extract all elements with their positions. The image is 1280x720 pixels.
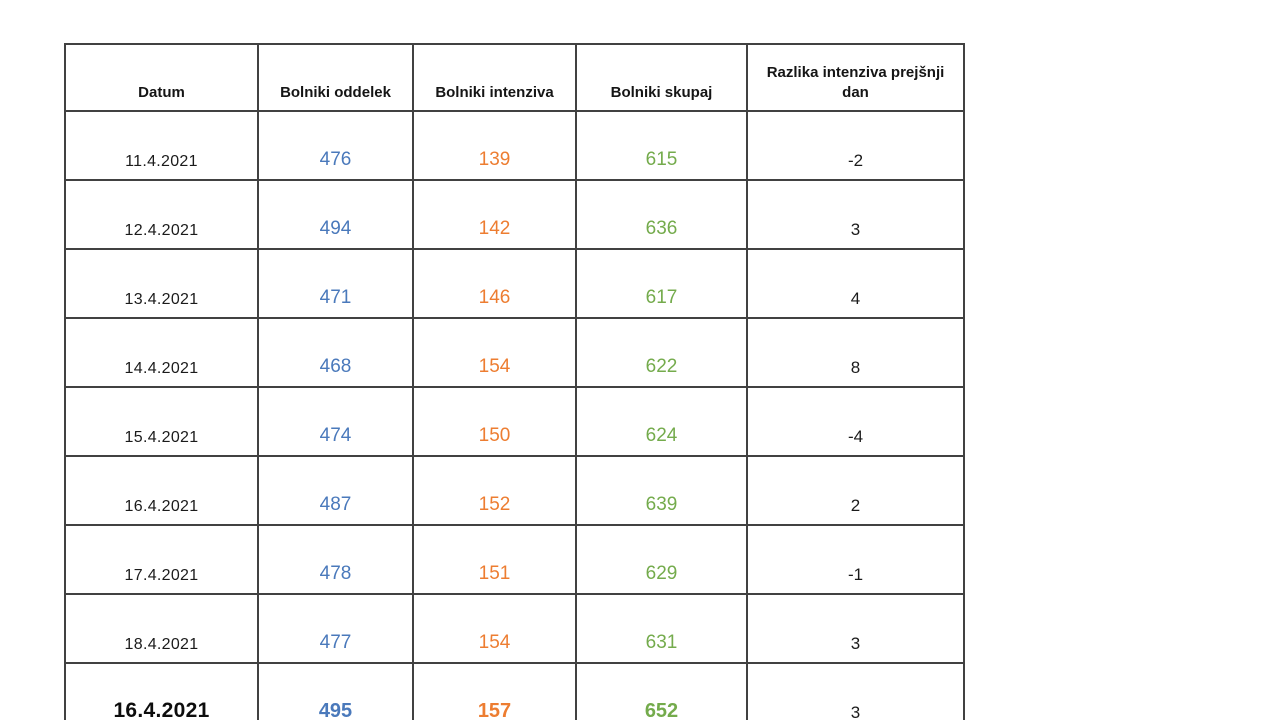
date-cell: 12.4.2021: [64, 179, 259, 250]
date-cell: 18.4.2021: [64, 593, 259, 664]
total-count-cell: 636: [575, 179, 748, 250]
table-row: 18.4.2021 477 154 631 3: [64, 593, 965, 664]
total-count-cell: 622: [575, 317, 748, 388]
icu-diff-cell: 3: [746, 179, 965, 250]
ward-count-cell: 495: [257, 662, 414, 720]
icu-diff-cell: 2: [746, 455, 965, 526]
ward-count-cell: 494: [257, 179, 414, 250]
total-count-cell: 615: [575, 110, 748, 181]
ward-count-cell: 468: [257, 317, 414, 388]
total-count-cell: 617: [575, 248, 748, 319]
table-row: 12.4.2021 494 142 636 3: [64, 179, 965, 250]
total-count-cell: 631: [575, 593, 748, 664]
ward-count-cell: 487: [257, 455, 414, 526]
table-row: 17.4.2021 478 151 629 -1: [64, 524, 965, 595]
date-cell: 16.4.2021: [64, 455, 259, 526]
column-header-datum: Datum: [64, 43, 259, 112]
date-cell: 14.4.2021: [64, 317, 259, 388]
table-row: 13.4.2021 471 146 617 4: [64, 248, 965, 319]
icu-diff-cell: 4: [746, 248, 965, 319]
ward-count-cell: 478: [257, 524, 414, 595]
icu-count-cell: 154: [412, 593, 577, 664]
header-row: Datum Bolniki oddelek Bolniki intenziva …: [64, 43, 965, 112]
icu-count-cell: 139: [412, 110, 577, 181]
column-header-intenziva: Bolniki intenziva: [412, 43, 577, 112]
table-row: 14.4.2021 468 154 622 8: [64, 317, 965, 388]
ward-count-cell: 474: [257, 386, 414, 457]
date-cell: 11.4.2021: [64, 110, 259, 181]
total-count-cell: 652: [575, 662, 748, 720]
icu-diff-cell: 3: [746, 593, 965, 664]
summary-row: 16.4.2021 495 157 652 3: [64, 662, 965, 720]
column-header-razlika: Razlika intenziva prejšnji dan: [746, 43, 965, 112]
icu-count-cell: 157: [412, 662, 577, 720]
column-header-skupaj: Bolniki skupaj: [575, 43, 748, 112]
total-count-cell: 629: [575, 524, 748, 595]
date-cell: 16.4.2021: [64, 662, 259, 720]
table-header: Datum Bolniki oddelek Bolniki intenziva …: [64, 43, 965, 112]
icu-count-cell: 150: [412, 386, 577, 457]
date-cell: 15.4.2021: [64, 386, 259, 457]
icu-diff-cell: 8: [746, 317, 965, 388]
icu-diff-cell: -2: [746, 110, 965, 181]
column-header-oddelek: Bolniki oddelek: [257, 43, 414, 112]
icu-count-cell: 142: [412, 179, 577, 250]
icu-count-cell: 154: [412, 317, 577, 388]
icu-count-cell: 146: [412, 248, 577, 319]
ward-count-cell: 471: [257, 248, 414, 319]
table-row: 11.4.2021 476 139 615 -2: [64, 110, 965, 181]
icu-diff-cell: -4: [746, 386, 965, 457]
icu-count-cell: 151: [412, 524, 577, 595]
total-count-cell: 639: [575, 455, 748, 526]
patients-table: Datum Bolniki oddelek Bolniki intenziva …: [64, 43, 965, 720]
icu-diff-cell: -1: [746, 524, 965, 595]
ward-count-cell: 476: [257, 110, 414, 181]
table-row: 15.4.2021 474 150 624 -4: [64, 386, 965, 457]
table-row: 16.4.2021 487 152 639 2: [64, 455, 965, 526]
total-count-cell: 624: [575, 386, 748, 457]
date-cell: 17.4.2021: [64, 524, 259, 595]
icu-count-cell: 152: [412, 455, 577, 526]
ward-count-cell: 477: [257, 593, 414, 664]
icu-diff-cell: 3: [746, 662, 965, 720]
date-cell: 13.4.2021: [64, 248, 259, 319]
